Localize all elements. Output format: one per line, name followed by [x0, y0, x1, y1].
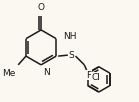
Text: Cl: Cl [91, 73, 100, 82]
Text: S: S [69, 51, 75, 60]
Text: F: F [86, 71, 91, 80]
Text: N: N [43, 68, 50, 77]
Text: NH: NH [63, 32, 76, 41]
Text: O: O [38, 3, 45, 12]
Text: Me: Me [2, 69, 15, 78]
